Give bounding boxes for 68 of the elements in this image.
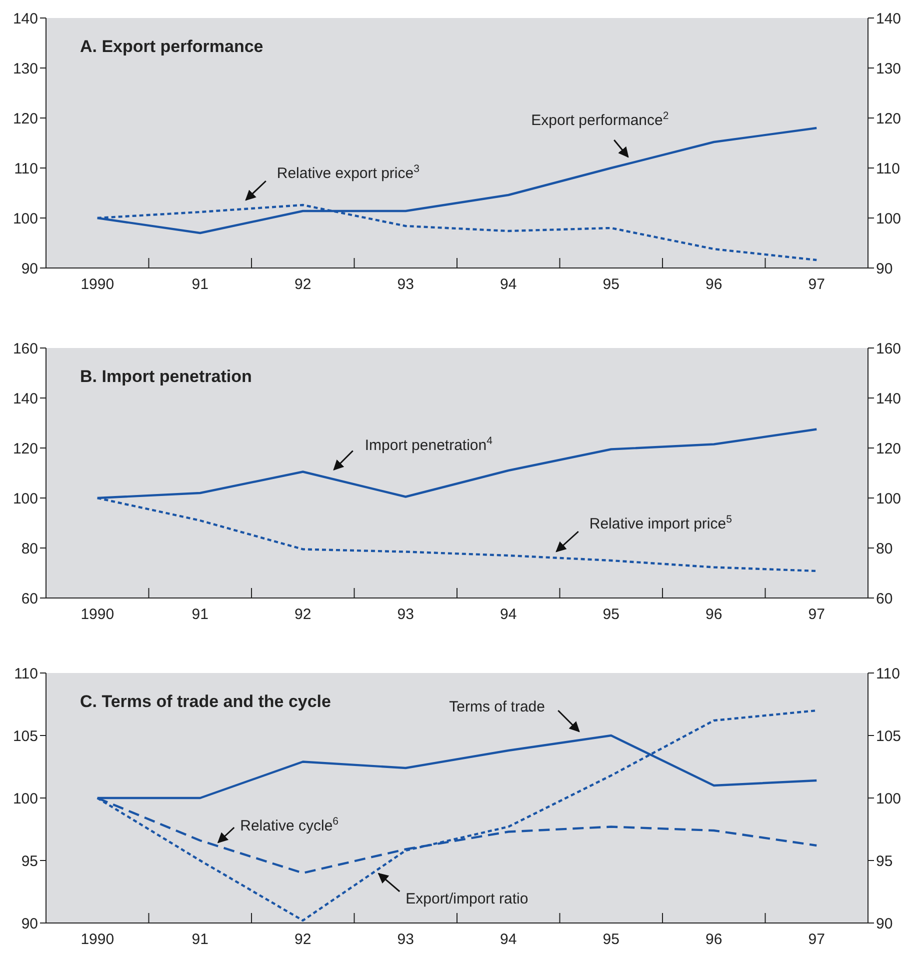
y2-tick-label: 120 [876, 110, 902, 128]
y2-tick-label: 140 [876, 10, 902, 28]
text: B. Import penetration [80, 367, 252, 386]
y-tick-label: 120 [12, 110, 38, 128]
x-tick-label: 94 [500, 276, 517, 293]
x-tick-label: 91 [192, 931, 208, 948]
series-label: Relative export price$^{3}$ [276, 163, 420, 182]
y-tick-label: 110 [14, 160, 38, 178]
x-tick-label: 94 [500, 606, 517, 623]
y-tick-label: 100 [12, 790, 38, 808]
y-tick-label: 110 [14, 665, 38, 682]
y2-tick-label: 110 [876, 665, 900, 682]
x-tick-label: 92 [294, 276, 312, 293]
x-tick-label: 1990 [80, 931, 114, 948]
x-tick-label: 96 [706, 931, 722, 948]
x-tick-label: 1990 [80, 606, 114, 623]
x-tick-label: 93 [397, 276, 414, 293]
x-tick-label: 94 [500, 931, 517, 948]
y2-tick-label: 80 [876, 540, 893, 558]
x-tick-label: 92 [294, 931, 312, 948]
y-tick-label: 95 [21, 852, 38, 870]
y-tick-label: 90 [21, 915, 38, 932]
y-tick-label: 90 [21, 260, 38, 278]
series-label: Relative import price$^{5}$ [589, 514, 732, 532]
x-tick-label: 97 [808, 276, 825, 293]
y2-tick-label: 100 [876, 790, 902, 808]
y2-tick-label: 90 [876, 915, 893, 932]
y2-tick-label: 160 [876, 340, 902, 358]
x-tick-label: 91 [192, 606, 208, 623]
y2-tick-label: 105 [876, 728, 902, 745]
text: A. Export performance [80, 37, 264, 56]
series-label: Import penetration$^{4}$ [364, 434, 493, 454]
y-tick-label: 80 [21, 540, 38, 558]
x-tick-label: 95 [602, 931, 620, 948]
y-tick-label: 120 [12, 440, 38, 458]
y-tick-label: 140 [12, 10, 38, 28]
y-tick-label: 160 [12, 340, 38, 358]
x-tick-label: 93 [397, 606, 414, 623]
y-tick-label: 100 [12, 210, 38, 228]
y2-tick-label: 120 [876, 440, 902, 458]
x-tick-label: 95 [602, 276, 620, 293]
y2-tick-label: 100 [876, 210, 902, 228]
text: C. Terms of trade and the cycle [80, 692, 331, 711]
x-tick-label: 92 [294, 606, 312, 623]
series-label: Relative cycle$^{6}$ [240, 816, 339, 834]
series-label: Terms of trade [449, 698, 545, 716]
y2-tick-label: 60 [876, 590, 893, 608]
y-tick-label: 100 [12, 490, 38, 508]
series-label: Export performance$^{2}$ [531, 110, 669, 129]
y2-tick-label: 95 [876, 852, 893, 870]
y2-tick-label: 140 [876, 390, 902, 408]
y-tick-label: 105 [12, 728, 38, 745]
x-tick-label: 95 [602, 606, 620, 623]
y2-tick-label: 130 [876, 60, 902, 78]
x-tick-label: 97 [808, 606, 825, 623]
x-tick-label: 93 [397, 931, 414, 948]
y-tick-label: 60 [21, 590, 38, 608]
y2-tick-label: 100 [876, 490, 902, 508]
x-tick-label: 96 [706, 606, 722, 623]
y-tick-label: 140 [12, 390, 38, 408]
y2-tick-label: 110 [876, 160, 900, 178]
y2-tick-label: 90 [876, 260, 893, 278]
x-tick-label: 91 [192, 276, 208, 293]
y-tick-label: 130 [12, 60, 38, 78]
x-tick-label: 96 [706, 276, 722, 293]
text: Export/import ratio [406, 890, 528, 908]
x-tick-label: 1990 [80, 276, 114, 293]
x-tick-label: 97 [808, 931, 825, 948]
